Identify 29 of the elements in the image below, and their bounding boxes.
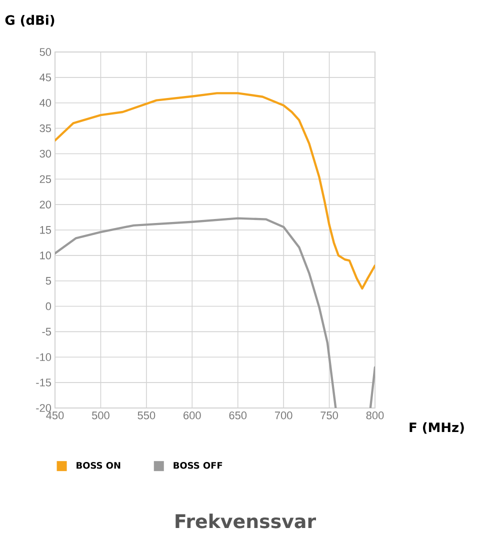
y-tick-label: -15 bbox=[36, 378, 52, 386]
y-tick-label: 45 bbox=[40, 74, 52, 82]
y-tick-label: 50 bbox=[40, 48, 52, 56]
x-tick-label: 800 bbox=[366, 412, 384, 420]
x-tick-label: 650 bbox=[229, 412, 247, 420]
x-tick-label: 750 bbox=[320, 412, 338, 420]
y-tick-label: 10 bbox=[40, 252, 52, 260]
y-tick-label: -5 bbox=[42, 328, 52, 336]
y-tick-label: -20 bbox=[36, 404, 52, 412]
x-axis-title: F (MHz) bbox=[410, 422, 464, 434]
x-tick-label: 600 bbox=[184, 412, 201, 420]
y-tick-label: 0 bbox=[46, 302, 52, 310]
y-tick-label: 30 bbox=[40, 150, 52, 158]
y-tick-label: 25 bbox=[40, 175, 52, 184]
x-tick-label: 550 bbox=[138, 412, 156, 420]
y-tick-label: 40 bbox=[40, 98, 52, 107]
y-tick-label: 20 bbox=[40, 200, 52, 208]
x-tick-label: 500 bbox=[92, 412, 110, 420]
y-tick-label: -10 bbox=[36, 353, 52, 362]
line-series bbox=[55, 92, 375, 290]
legend-label: BOSS OFF bbox=[174, 462, 222, 469]
y-tick-label: 35 bbox=[40, 124, 52, 132]
text: Frekvenssvar bbox=[176, 514, 316, 528]
y-tick-label: 15 bbox=[40, 226, 52, 234]
y-tick-label: 5 bbox=[46, 277, 52, 285]
legend-label: BOSS ON bbox=[76, 462, 120, 469]
x-tick-label: 700 bbox=[274, 412, 292, 420]
y-axis-title: G (dBi) bbox=[5, 14, 54, 26]
x-tick-label: 450 bbox=[46, 412, 64, 420]
